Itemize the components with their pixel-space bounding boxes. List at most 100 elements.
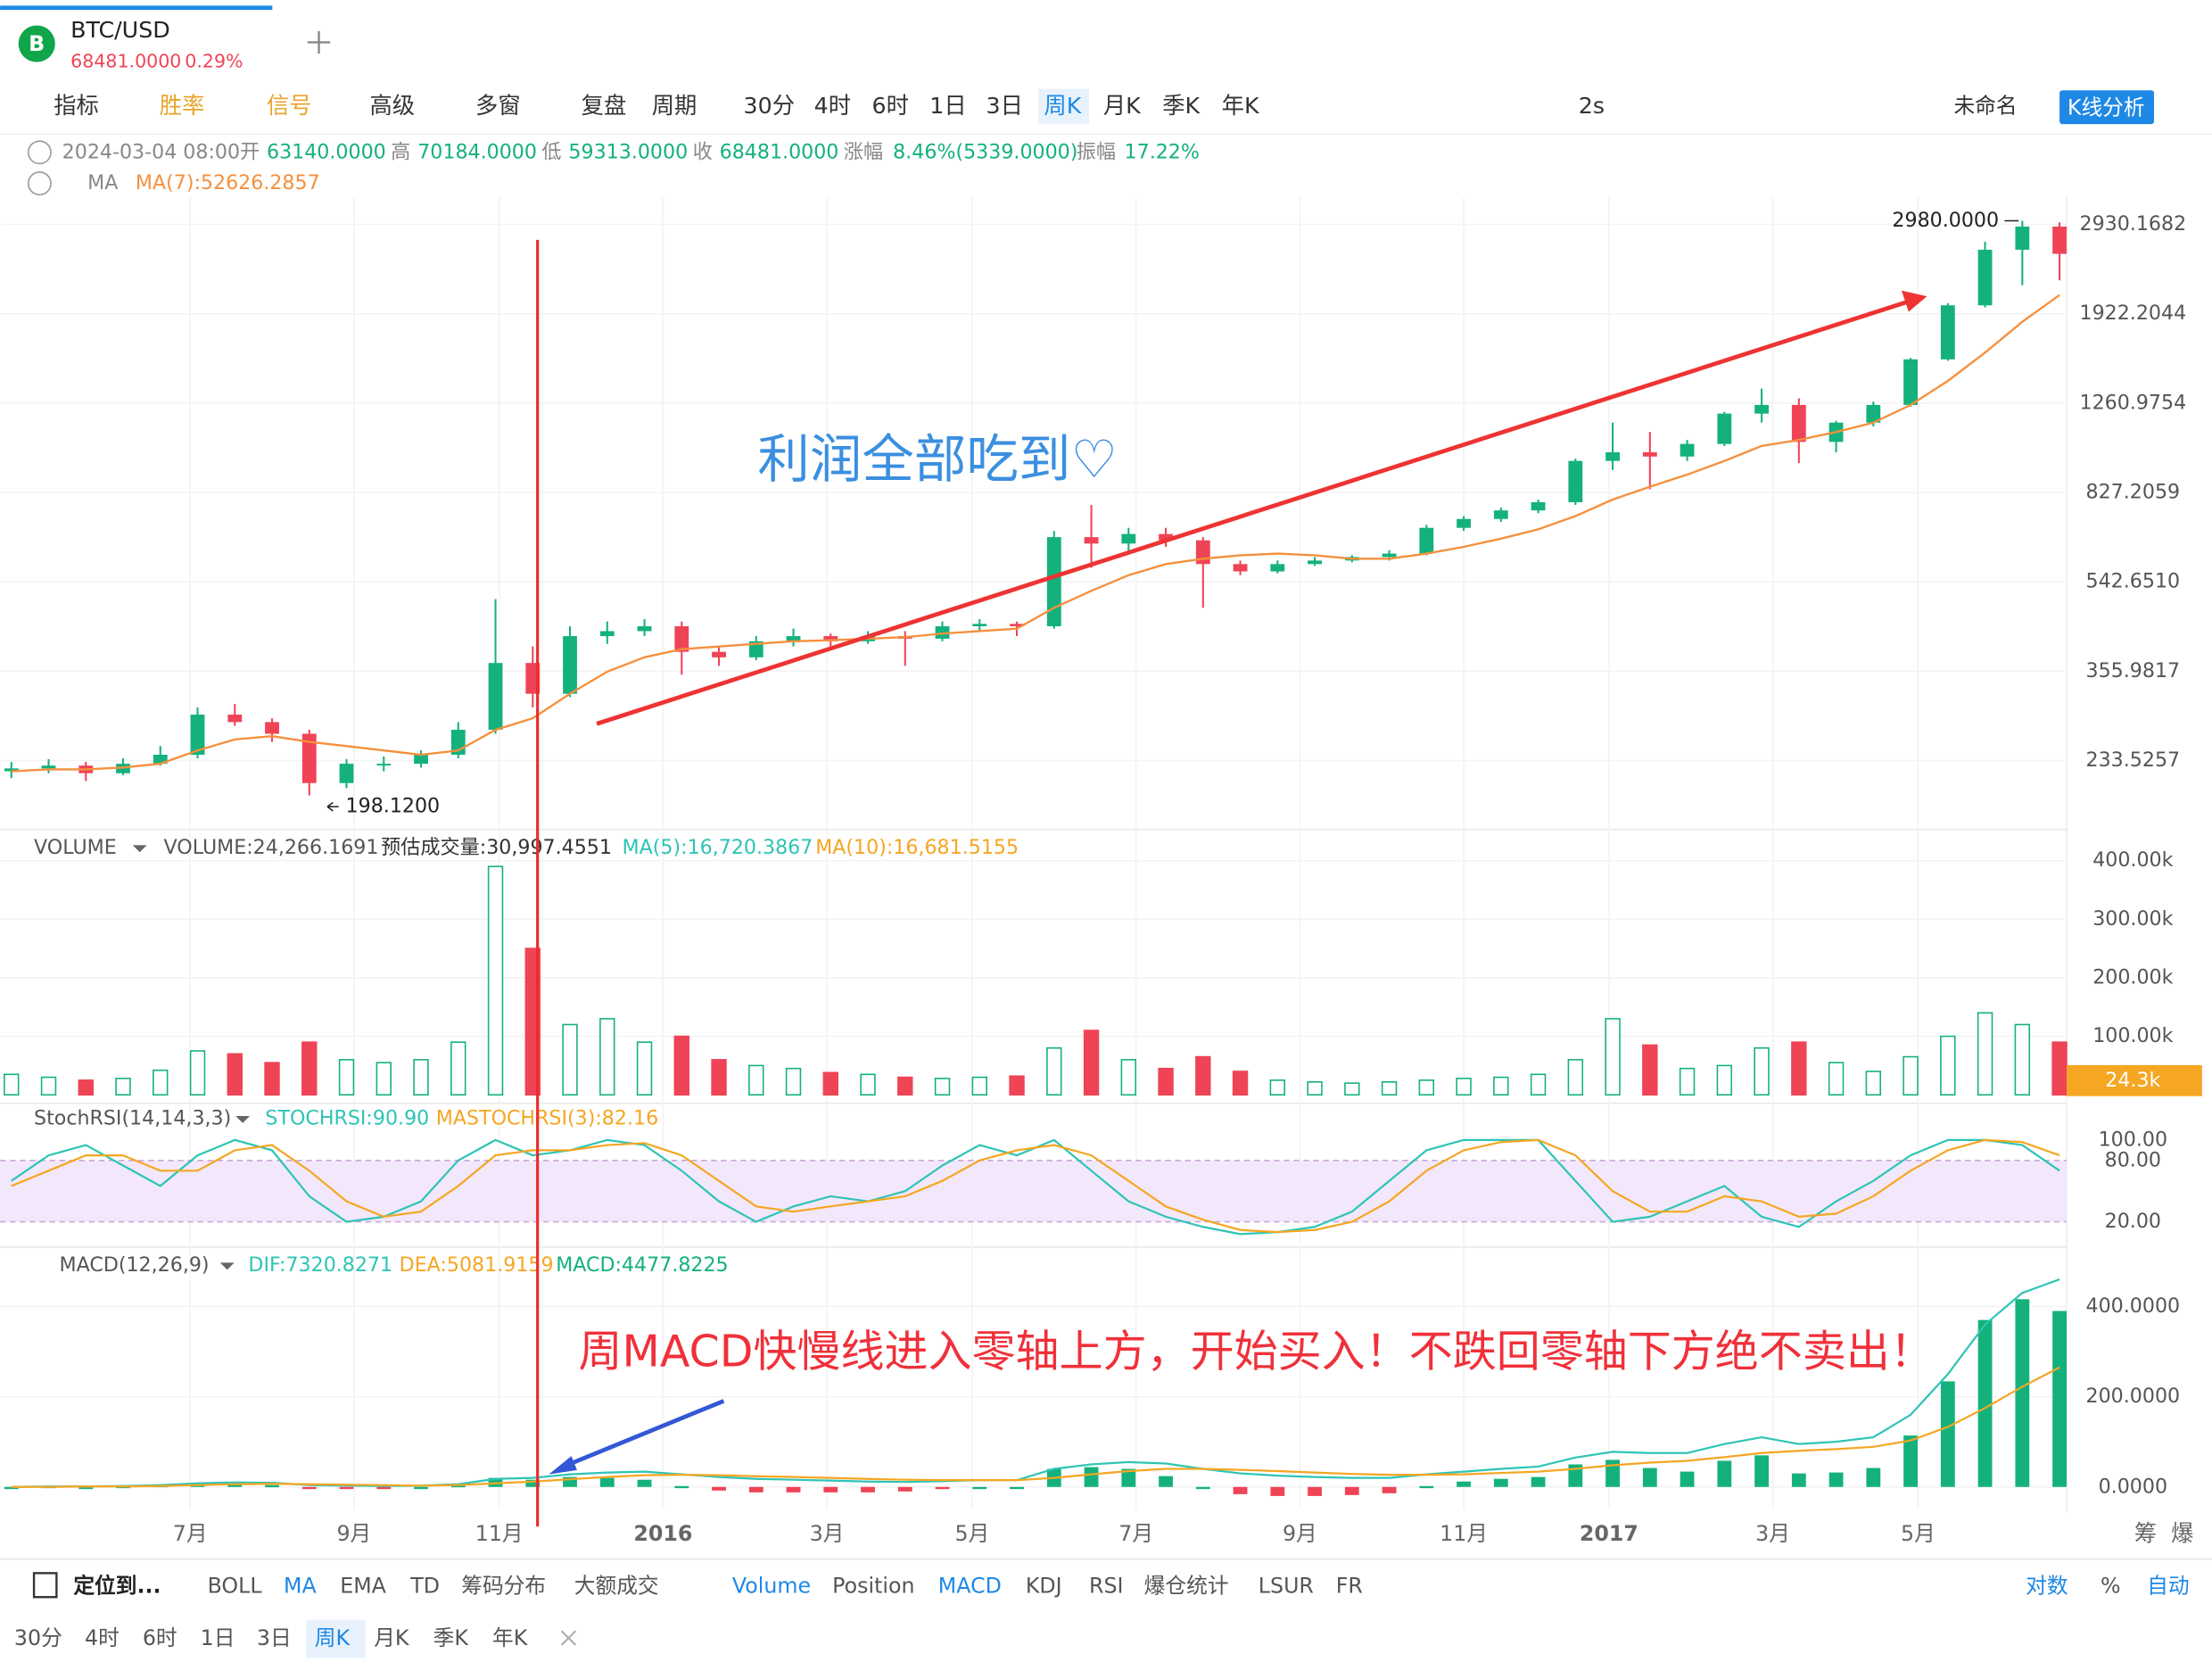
x-tick-label: 7月 [173,1521,208,1546]
toolbar-item[interactable]: 多窗 [475,93,521,119]
side-label[interactable]: 爆 [2171,1521,2193,1547]
indicator-button[interactable]: LSUR [1259,1574,1314,1599]
candle-body [1605,451,1620,461]
stoch-band [0,1160,2067,1222]
candle-body [1680,443,1695,457]
toolbar-item[interactable]: 周期 [652,93,697,119]
volume-bar [1828,1062,1845,1096]
volume-bar [1605,1018,1621,1096]
macd-bar [1121,1468,1136,1487]
indicator-button[interactable]: Volume [732,1574,811,1599]
toolbar-item[interactable]: 月K [1103,93,1142,119]
scale-button[interactable]: 对数 [2026,1574,2068,1599]
toolbar-item[interactable]: 1日 [929,93,966,119]
pane-legend: MA(10):16,681.5155 [815,836,1019,859]
calendar-icon[interactable] [32,1572,58,1599]
toolbar-item[interactable]: 未命名 [1953,94,2017,119]
info-label: 振幅 [1077,140,1116,163]
toolbar-item[interactable]: 2s [1579,93,1605,119]
ma-name: MA [87,171,118,194]
toolbar-item[interactable]: 胜率 [160,93,205,119]
volume-bar [1009,1075,1025,1096]
dropdown[interactable] [235,1115,251,1123]
macd-bar [599,1477,615,1487]
candle-body [1046,537,1061,627]
macd-bar [972,1486,987,1490]
period-button[interactable]: 1日 [201,1625,235,1650]
annotation-macd: 周MACD快慢线进入零轴上方，开始买入！不跌回零轴下方绝不卖出！ [579,1326,1934,1377]
period-button[interactable]: 月K [374,1625,410,1650]
candle-body [301,733,317,783]
indicator-button[interactable]: KDJ [1026,1574,1062,1599]
toolbar-item[interactable]: 3日 [986,93,1023,119]
price: 68481.0000 [70,51,181,72]
add-tab[interactable] [307,30,331,54]
indicator-button[interactable]: TD [409,1574,440,1599]
volume-bar [376,1062,392,1096]
macd-bar [674,1485,689,1489]
period-button[interactable]: 周K [315,1625,351,1650]
candle-body [1717,413,1732,444]
locate-button[interactable]: 定位到... [73,1574,161,1599]
volume-bar [1940,1035,1956,1096]
collapse-icon[interactable] [27,140,52,165]
indicator-button[interactable]: EMA [340,1574,386,1599]
candle-body [1940,305,1955,360]
toolbar-item[interactable]: 周K [1044,93,1082,119]
toolbar-item[interactable]: 年K [1222,93,1260,119]
indicator-button[interactable]: RSI [1089,1574,1124,1599]
toolbar-item[interactable]: 指标 [54,93,99,119]
candle-body [1903,359,1918,405]
candle-body [190,715,205,756]
macd-bar [1270,1486,1285,1496]
volume-bar [1307,1081,1323,1096]
period-button[interactable]: 季K [433,1625,470,1650]
collapse-icon[interactable] [27,171,52,196]
indicator-button[interactable]: BOLL [208,1574,263,1599]
y-tick-label: 542.6510 [2086,570,2181,593]
volume-bar [1493,1076,1509,1096]
pane-title: StochRSI(14,14,3,3) [34,1107,231,1130]
indicator-button[interactable]: Position [832,1574,914,1599]
candle-body [1159,533,1173,541]
x-tick-label: 9月 [1283,1521,1317,1546]
dropdown[interactable] [132,845,147,853]
period-button[interactable]: 30分 [14,1625,62,1650]
macd-bar [301,1486,317,1490]
indicator-button[interactable]: 筹码分布 [461,1574,546,1599]
volume-bar [1977,1012,1993,1096]
indicator-button[interactable]: FR [1336,1574,1363,1599]
period-button[interactable]: 3日 [257,1625,292,1650]
toolbar-item[interactable]: 高级 [369,93,415,119]
scale-button[interactable]: % [2101,1574,2121,1599]
period-button[interactable]: 6时 [143,1625,177,1650]
macd-bar [1866,1468,1881,1487]
toolbar-item[interactable]: 信号 [267,93,312,119]
scale-button[interactable]: 自动 [2147,1574,2189,1599]
period-button[interactable]: 年K [492,1625,529,1650]
toolbar-item[interactable]: 30分 [744,93,796,119]
toolbar-item[interactable]: 6时 [871,93,908,119]
indicator-button[interactable]: MACD [938,1574,1002,1599]
close-icon[interactable] [560,1630,577,1646]
toolbar-item[interactable]: 复盘 [582,93,627,119]
dropdown[interactable] [219,1262,235,1270]
period-button[interactable]: 4时 [85,1625,120,1650]
y-tick-label: 1260.9754 [2079,391,2186,414]
x-tick-label: 2017 [1580,1521,1638,1546]
toolbar-item[interactable]: K线分析 [2068,95,2145,120]
candle-body [1308,560,1322,565]
analysis-button-bg[interactable] [2059,90,2155,125]
indicator-button[interactable]: 爆仓统计 [1144,1574,1229,1599]
toolbar-item[interactable]: 季K [1162,93,1201,119]
volume-bar [227,1053,243,1096]
symbol[interactable]: BTC/USD [70,17,170,43]
indicator-button[interactable]: MA [284,1574,317,1599]
y-tick-label: 200.00k [2092,965,2173,988]
volume-bar [487,865,504,1096]
side-label[interactable]: 筹 [2134,1521,2157,1547]
indicator-button[interactable]: 大额成交 [574,1574,659,1599]
toolbar-item[interactable]: 4时 [814,93,851,119]
selected-bg [1038,88,1090,125]
